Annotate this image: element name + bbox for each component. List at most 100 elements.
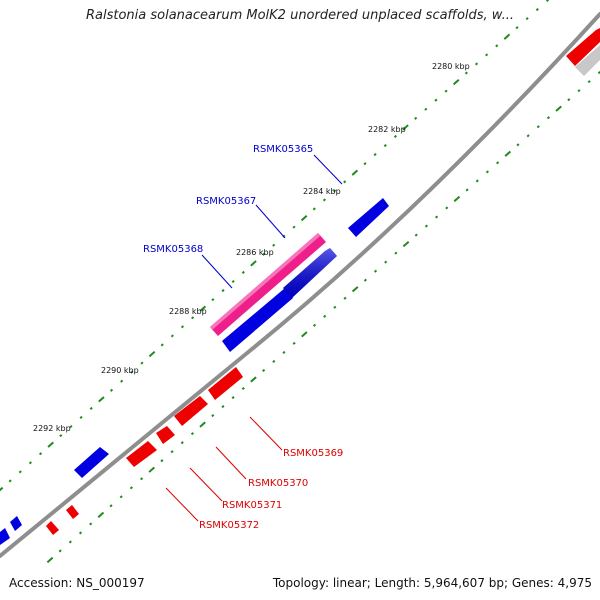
scale-tick (503, 33, 511, 40)
scale-tick (577, 89, 581, 93)
gene-arrow-rsmk05368[interactable] (222, 288, 293, 352)
scale-tick (89, 522, 93, 526)
gene-label-rsmk05367[interactable]: RSMK05367 (196, 196, 256, 207)
scale-tick (312, 323, 317, 327)
scale-tick (496, 161, 500, 165)
scale-tick (109, 504, 113, 508)
gene-shade-rsmk05367 (283, 248, 337, 298)
scale-tick (46, 556, 54, 564)
gene-arrow-rsmk05372[interactable] (126, 441, 157, 467)
scale-tick (170, 334, 174, 338)
inner-scale-ticks (46, 71, 600, 564)
scale-tick (211, 298, 215, 302)
gene-label-rsmk05372[interactable]: RSMK05372 (199, 520, 259, 531)
scale-tick (485, 170, 489, 174)
scale-tick (292, 225, 296, 229)
scale-tick (383, 143, 387, 148)
gene-arrow-rsmk05369[interactable] (208, 367, 243, 400)
genome-backbone (0, 12, 600, 558)
scale-tick (160, 343, 164, 347)
gene-label-rsmk05368[interactable]: RSMK05368 (143, 244, 203, 255)
reverse-callouts (165, 416, 283, 522)
gene-arrow-rsmk05371[interactable] (156, 426, 175, 444)
scale-tick (504, 150, 512, 157)
scale-tick (8, 479, 12, 483)
faded-gene-top-right[interactable] (575, 45, 600, 76)
gene-label-rsmk05370[interactable]: RSMK05370 (248, 478, 308, 489)
gene-arrow-upper-left[interactable] (74, 447, 109, 478)
scale-tick (475, 179, 479, 183)
scale-tick (464, 71, 468, 75)
scale-tick (38, 452, 43, 456)
scale-tick (525, 17, 529, 21)
scale-tick (221, 289, 225, 293)
scale-tick (384, 260, 388, 264)
gene-arrow-reverse-small-1[interactable] (66, 505, 79, 519)
scale-tick (414, 116, 418, 120)
scale-tick (130, 370, 134, 374)
scale-tick (474, 62, 479, 66)
scale-tick (211, 414, 215, 418)
gene-label-rsmk05365[interactable]: RSMK05365 (253, 144, 313, 155)
scale-label-2292: 2292 kbp (33, 424, 71, 433)
scale-tick (373, 153, 377, 157)
scale-tick (98, 396, 105, 403)
gene-arrow-top-right[interactable] (566, 28, 600, 66)
scale-tick (434, 98, 438, 102)
scale-tick (120, 379, 124, 383)
gene-label-rsmk05371[interactable]: RSMK05371 (222, 500, 282, 511)
scale-tick (292, 341, 296, 345)
gene-arrow-reverse-small-2[interactable] (46, 521, 59, 535)
scale-tick (444, 89, 448, 93)
scale-tick (272, 359, 276, 363)
gene-arrow-rsmk05365[interactable] (348, 198, 389, 237)
scale-tick (78, 531, 83, 535)
scale-tick (312, 207, 316, 211)
scale-tick (363, 278, 367, 282)
scale-tick (97, 511, 105, 518)
scale-tick (516, 143, 520, 147)
gene-arrow-left-small[interactable] (10, 516, 22, 531)
scale-label-2282: 2282 kbp (368, 125, 406, 134)
scale-tick (424, 107, 428, 111)
scale-tick (343, 296, 347, 300)
outer-scale-ticks (0, 0, 550, 492)
scale-tick (394, 251, 398, 255)
gene-label-rsmk05369[interactable]: RSMK05369 (283, 448, 343, 459)
scale-tick (567, 98, 571, 102)
scale-tick (170, 450, 174, 454)
scale-tick (140, 361, 144, 365)
scale-tick (119, 495, 123, 499)
scale-tick (47, 441, 54, 448)
scale-tick (58, 549, 62, 553)
scale-tick (250, 260, 257, 267)
scale-tick (445, 206, 449, 210)
scale-tick (373, 269, 378, 273)
scale-tick (68, 540, 72, 544)
scale-tick (393, 134, 397, 139)
scale-tick (18, 470, 22, 474)
gene-arrow-left-edge[interactable] (0, 528, 10, 545)
scale-label-2284: 2284 kbp (303, 187, 341, 196)
scale-tick (515, 26, 519, 30)
scale-tick (536, 125, 540, 129)
gene-arrow-rsmk05370[interactable] (174, 396, 208, 426)
scale-label-2286: 2286 kbp (236, 248, 274, 257)
scale-tick (545, 0, 550, 3)
scale-tick (351, 169, 359, 176)
forward-callouts (201, 154, 343, 289)
scale-tick (453, 195, 461, 203)
scale-label-2290: 2290 kbp (101, 366, 139, 375)
scale-tick (485, 53, 489, 57)
selected-gene-highlight (210, 233, 320, 330)
scale-tick (109, 388, 114, 392)
scale-tick (69, 424, 73, 429)
selected-gene-bar[interactable] (210, 233, 326, 336)
scale-tick (526, 134, 530, 138)
scale-tick (231, 395, 235, 400)
scale-tick (555, 105, 562, 112)
scale-tick (546, 116, 551, 120)
scale-tick (301, 331, 308, 338)
scale-tick (241, 270, 245, 274)
